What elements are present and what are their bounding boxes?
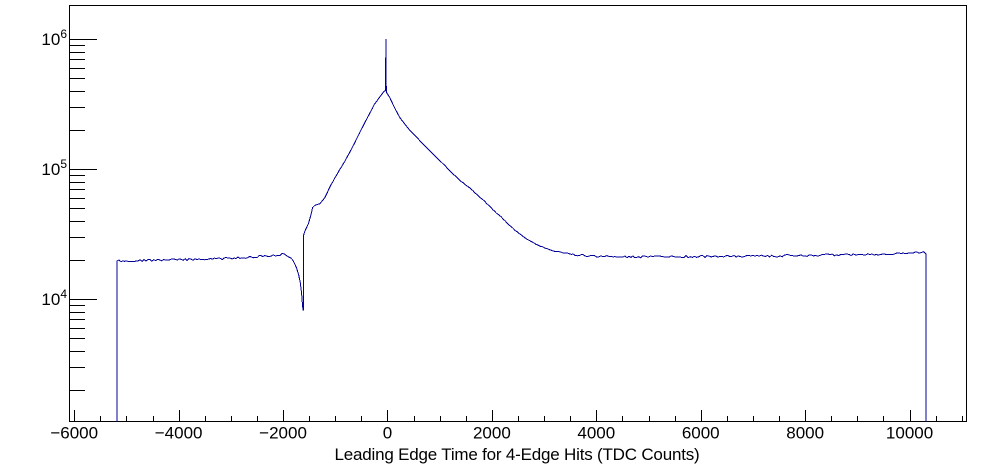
y-tick-label: 105 — [41, 157, 67, 179]
x-tick-label: 10000 — [886, 424, 933, 443]
x-tick-label: −2000 — [259, 424, 307, 443]
x-tick-label: 2000 — [473, 424, 511, 443]
x-axis-ticks — [74, 410, 963, 421]
x-tick-label: 4000 — [577, 424, 615, 443]
x-tick-label: −4000 — [155, 424, 203, 443]
y-tick-label: 106 — [41, 27, 67, 49]
plot-frame — [69, 5, 967, 422]
y-tick-label: 104 — [41, 287, 67, 309]
x-tick-label: 8000 — [786, 424, 824, 443]
x-tick-label: 0 — [383, 424, 392, 443]
y-axis-ticks — [70, 39, 97, 391]
x-tick-label: −6000 — [50, 424, 98, 443]
x-tick-label: 6000 — [682, 424, 720, 443]
x-axis-title: Leading Edge Time for 4-Edge Hits (TDC C… — [334, 445, 700, 464]
histogram-line — [116, 39, 927, 422]
